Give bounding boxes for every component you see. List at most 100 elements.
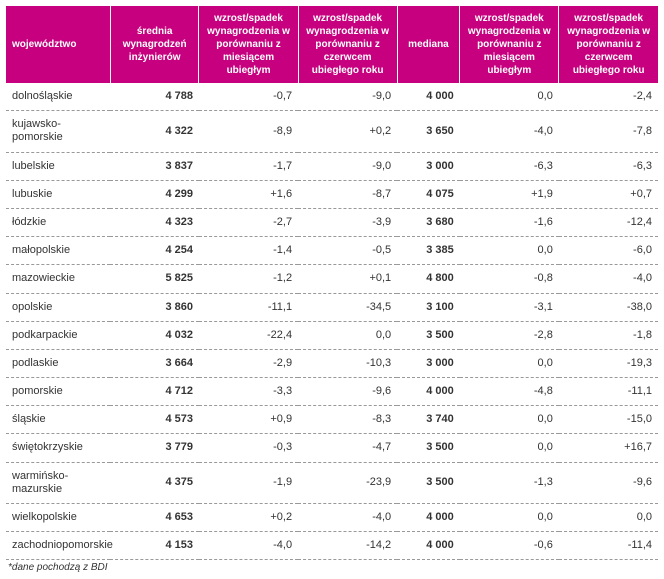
cell-delta-year-avg: -10,3 — [298, 349, 397, 377]
cell-avg: 4 153 — [110, 532, 199, 560]
cell-avg: 4 712 — [110, 378, 199, 406]
table-row: wielkopolskie4 653+0,2-4,04 0000,00,0 — [6, 504, 658, 532]
cell-delta-month-avg: -1,4 — [199, 237, 298, 265]
cell-delta-month-median: -0,8 — [460, 265, 559, 293]
table-row: łódzkie4 323-2,7-3,93 680-1,6-12,4 — [6, 208, 658, 236]
cell-delta-month-avg: -2,9 — [199, 349, 298, 377]
cell-delta-month-avg: -2,7 — [199, 208, 298, 236]
table-row: warmińsko-mazurskie4 375-1,9-23,93 500-1… — [6, 462, 658, 503]
cell-median: 4 000 — [397, 378, 460, 406]
cell-delta-month-median: -6,3 — [460, 152, 559, 180]
cell-median: 4 000 — [397, 504, 460, 532]
cell-delta-month-avg: +1,6 — [199, 180, 298, 208]
cell-delta-year-median: -1,8 — [559, 321, 658, 349]
header-delta-month-median: wzrost/spadek wynagrodzenia w porównaniu… — [460, 6, 559, 83]
cell-median: 3 100 — [397, 293, 460, 321]
cell-delta-year-median: +0,7 — [559, 180, 658, 208]
cell-avg: 4 573 — [110, 406, 199, 434]
cell-delta-month-avg: -11,1 — [199, 293, 298, 321]
salary-table: województwo średnia wynagrodzeń inżynier… — [6, 6, 658, 560]
cell-delta-month-avg: -22,4 — [199, 321, 298, 349]
table-row: zachodniopomorskie4 153-4,0-14,24 000-0,… — [6, 532, 658, 560]
header-region: województwo — [6, 6, 110, 83]
cell-avg: 5 825 — [110, 265, 199, 293]
cell-delta-year-median: -4,0 — [559, 265, 658, 293]
cell-delta-year-median: +16,7 — [559, 434, 658, 462]
cell-region: opolskie — [6, 293, 110, 321]
cell-delta-year-avg: -4,7 — [298, 434, 397, 462]
cell-avg: 3 779 — [110, 434, 199, 462]
cell-median: 3 385 — [397, 237, 460, 265]
table-row: pomorskie4 712-3,3-9,64 000-4,8-11,1 — [6, 378, 658, 406]
table-row: podlaskie3 664-2,9-10,33 0000,0-19,3 — [6, 349, 658, 377]
cell-median: 3 650 — [397, 111, 460, 152]
cell-median: 3 740 — [397, 406, 460, 434]
cell-delta-month-median: -4,8 — [460, 378, 559, 406]
cell-median: 3 680 — [397, 208, 460, 236]
cell-avg: 4 788 — [110, 83, 199, 111]
cell-delta-month-median: 0,0 — [460, 406, 559, 434]
cell-delta-year-median: -15,0 — [559, 406, 658, 434]
header-avg: średnia wynagrodzeń inżynierów — [110, 6, 199, 83]
cell-delta-month-avg: +0,9 — [199, 406, 298, 434]
cell-region: śląskie — [6, 406, 110, 434]
cell-delta-year-avg: -9,0 — [298, 152, 397, 180]
cell-median: 3 000 — [397, 152, 460, 180]
cell-delta-year-median: -19,3 — [559, 349, 658, 377]
cell-delta-year-median: -6,0 — [559, 237, 658, 265]
header-median: mediana — [397, 6, 460, 83]
cell-delta-month-median: -4,0 — [460, 111, 559, 152]
table-row: podkarpackie4 032-22,40,03 500-2,8-1,8 — [6, 321, 658, 349]
header-delta-year-median: wzrost/spadek wynagrodzenia w porównaniu… — [559, 6, 658, 83]
cell-delta-month-median: -1,3 — [460, 462, 559, 503]
cell-avg: 4 299 — [110, 180, 199, 208]
cell-median: 3 500 — [397, 434, 460, 462]
cell-region: warmińsko-mazurskie — [6, 462, 110, 503]
cell-region: pomorskie — [6, 378, 110, 406]
cell-delta-month-median: -1,6 — [460, 208, 559, 236]
cell-delta-year-median: -9,6 — [559, 462, 658, 503]
cell-region: dolnośląskie — [6, 83, 110, 111]
cell-region: podlaskie — [6, 349, 110, 377]
cell-avg: 3 860 — [110, 293, 199, 321]
cell-delta-year-median: -2,4 — [559, 83, 658, 111]
cell-delta-year-median: -12,4 — [559, 208, 658, 236]
cell-delta-month-median: -2,8 — [460, 321, 559, 349]
cell-delta-year-avg: +0,2 — [298, 111, 397, 152]
cell-region: świętokrzyskie — [6, 434, 110, 462]
table-row: lubelskie3 837-1,7-9,03 000-6,3-6,3 — [6, 152, 658, 180]
cell-delta-year-avg: -34,5 — [298, 293, 397, 321]
cell-delta-year-median: 0,0 — [559, 504, 658, 532]
cell-delta-month-avg: -3,3 — [199, 378, 298, 406]
cell-delta-year-avg: -9,6 — [298, 378, 397, 406]
cell-region: lubelskie — [6, 152, 110, 180]
cell-median: 3 000 — [397, 349, 460, 377]
cell-avg: 4 322 — [110, 111, 199, 152]
header-delta-year-avg: wzrost/spadek wynagrodzenia w porównaniu… — [298, 6, 397, 83]
cell-region: lubuskie — [6, 180, 110, 208]
cell-delta-year-avg: -23,9 — [298, 462, 397, 503]
table-row: dolnośląskie4 788-0,7-9,04 0000,0-2,4 — [6, 83, 658, 111]
cell-delta-month-avg: -1,9 — [199, 462, 298, 503]
cell-region: małopolskie — [6, 237, 110, 265]
table-row: śląskie4 573+0,9-8,33 7400,0-15,0 — [6, 406, 658, 434]
cell-avg: 4 375 — [110, 462, 199, 503]
table-row: kujawsko-pomorskie4 322-8,9+0,23 650-4,0… — [6, 111, 658, 152]
cell-delta-year-avg: +0,1 — [298, 265, 397, 293]
cell-delta-month-avg: -4,0 — [199, 532, 298, 560]
table-row: małopolskie4 254-1,4-0,53 3850,0-6,0 — [6, 237, 658, 265]
cell-delta-month-avg: -0,3 — [199, 434, 298, 462]
cell-delta-month-median: 0,0 — [460, 83, 559, 111]
cell-avg: 4 653 — [110, 504, 199, 532]
cell-avg: 4 323 — [110, 208, 199, 236]
cell-delta-year-avg: -0,5 — [298, 237, 397, 265]
cell-delta-year-avg: -8,7 — [298, 180, 397, 208]
cell-delta-month-avg: -1,2 — [199, 265, 298, 293]
table-row: świętokrzyskie3 779-0,3-4,73 5000,0+16,7 — [6, 434, 658, 462]
cell-delta-month-median: 0,0 — [460, 349, 559, 377]
cell-delta-month-avg: -8,9 — [199, 111, 298, 152]
cell-region: mazowieckie — [6, 265, 110, 293]
cell-delta-year-median: -7,8 — [559, 111, 658, 152]
cell-median: 4 000 — [397, 83, 460, 111]
cell-delta-year-avg: -8,3 — [298, 406, 397, 434]
